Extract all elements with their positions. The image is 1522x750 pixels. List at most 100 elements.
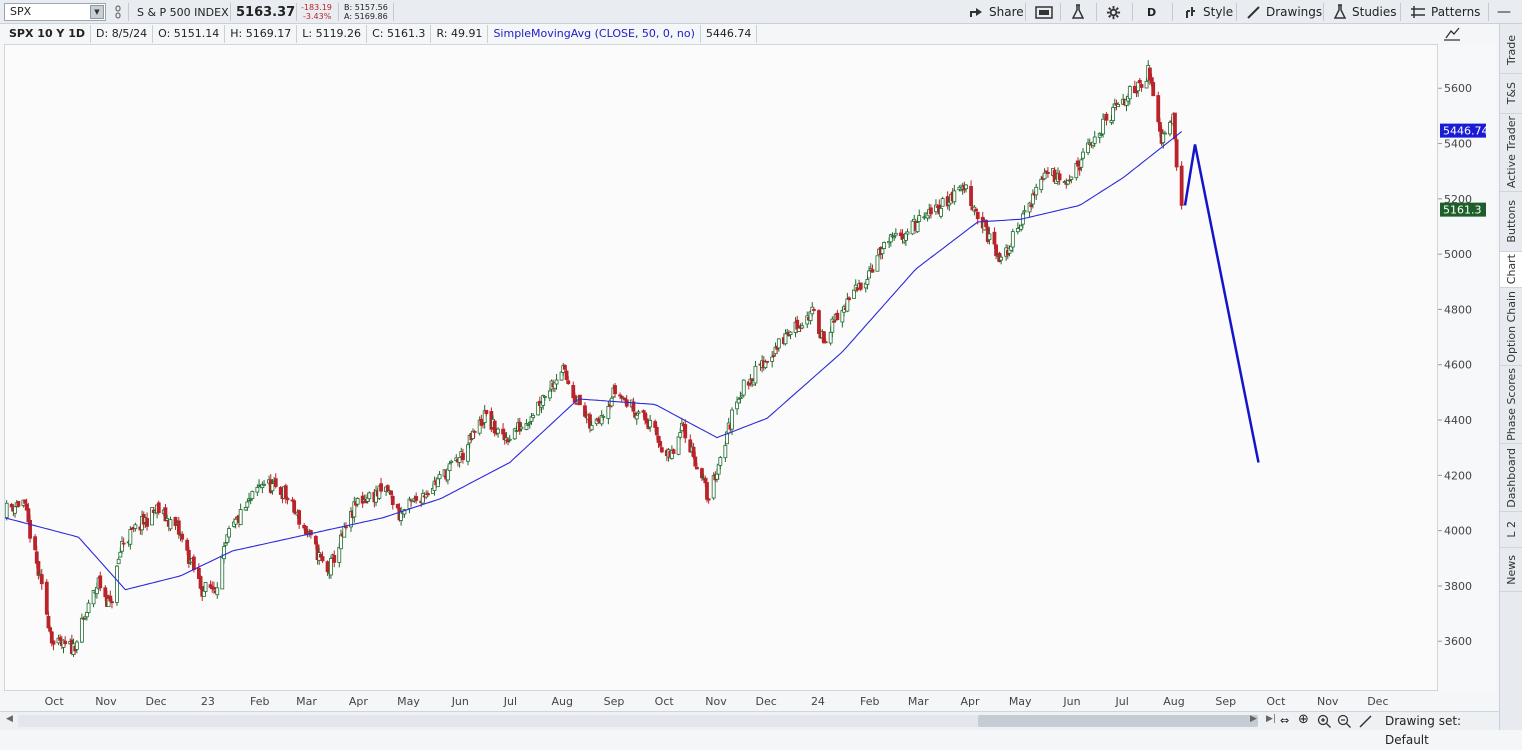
date-tick-label: Feb	[250, 695, 269, 708]
scroll-end-icon[interactable]: ▶|	[1266, 714, 1276, 724]
candle-body	[636, 411, 641, 414]
price-badge	[1440, 202, 1486, 217]
candle-body	[435, 478, 440, 488]
share-button[interactable]: Share	[968, 0, 1024, 24]
bar-date: D: 8/5/24	[91, 25, 154, 43]
candle-body	[1092, 136, 1097, 144]
share-icon	[970, 8, 982, 17]
crosshair-icon[interactable]: ⊕	[1298, 712, 1309, 727]
symbol-dropdown-icon[interactable]: ▼	[90, 5, 104, 19]
candle-body	[481, 422, 485, 425]
scroll-left-icon[interactable]: ◀	[6, 714, 13, 724]
candle-body	[867, 270, 871, 279]
trendline-drawing	[1183, 144, 1260, 463]
patterns-button[interactable]: Patterns	[1410, 0, 1480, 24]
candle-body	[671, 449, 676, 454]
chart-canvas[interactable]	[5, 45, 1439, 692]
price-tick-label: 3600	[1444, 635, 1472, 648]
minimize-icon[interactable]: —	[1497, 4, 1511, 20]
candle-body	[1015, 228, 1020, 233]
bar-range: R: 49.91	[431, 25, 489, 43]
drawing-set-label[interactable]: Drawing set: Default	[1385, 714, 1462, 747]
time-scrollbar[interactable]	[18, 715, 1258, 727]
sidebar-tab-l-2[interactable]: L 2	[1500, 512, 1522, 548]
candle-body	[437, 474, 442, 480]
sidebar-tab-dashboard[interactable]: Dashboard	[1500, 444, 1522, 512]
candle-body	[402, 509, 407, 515]
candle-body	[822, 331, 826, 344]
price-chart[interactable]	[4, 44, 1438, 691]
scroll-right-icon[interactable]: ▶	[1250, 714, 1257, 724]
candle-body	[574, 402, 579, 405]
sidebar-tab-t-s[interactable]: T&S	[1500, 74, 1522, 114]
candle-body	[865, 279, 870, 285]
candle-body	[133, 524, 138, 529]
bar-close: C: 5161.3	[367, 25, 432, 43]
axis-settings-icon[interactable]	[1442, 26, 1462, 42]
sidebar-tab-option-chain[interactable]: Option Chain	[1500, 288, 1522, 366]
candle-body	[1136, 81, 1141, 92]
studies-button[interactable]: Studies	[1333, 0, 1397, 24]
candle-body	[283, 485, 288, 499]
sidebar-tab-label: T&S	[1504, 82, 1518, 105]
candle-body	[715, 473, 719, 480]
candle-body	[150, 507, 154, 526]
candle-body	[870, 269, 875, 273]
candle-body	[830, 318, 835, 333]
settings-gear-icon[interactable]	[1106, 0, 1121, 24]
candle-body	[389, 490, 393, 495]
candle-body	[63, 640, 68, 645]
sidebar-tab-active-trader[interactable]: Active Trader	[1500, 114, 1522, 192]
chart-title[interactable]: SPX 10 Y 1D	[4, 25, 92, 43]
sidebar-tab-phase-scores[interactable]: Phase Scores	[1500, 366, 1522, 444]
expand-icon[interactable]: ⇔	[1280, 714, 1290, 727]
date-tick-label: Mar	[296, 695, 317, 708]
drawing-tool-icon[interactable]	[1358, 714, 1373, 729]
sidebar-tab-trade[interactable]: Trade	[1500, 28, 1522, 74]
zoom-in-icon[interactable]	[1317, 714, 1332, 729]
date-axis[interactable]: Oct Nov Dec 23 Feb Mar Apr May Jun Jul Aug Sep Oct No…	[4, 691, 1438, 711]
candle-body	[203, 582, 208, 592]
flexible-grid-icon[interactable]	[1035, 0, 1053, 24]
style-icon	[1186, 7, 1195, 18]
candle-body	[693, 456, 698, 467]
candle-body	[507, 438, 512, 441]
candle-body	[1081, 151, 1085, 159]
candle-body	[28, 519, 32, 539]
candle-body	[800, 325, 805, 329]
candle-body	[13, 506, 17, 514]
candle-body	[1019, 225, 1024, 230]
candle-body	[706, 498, 711, 501]
right-sidebar: Trade T&S Active Trader Buttons Chart Option …	[1499, 24, 1522, 730]
flask-icon[interactable]	[1071, 0, 1085, 24]
candle-body	[292, 500, 297, 513]
price-tick-label: 5600	[1444, 82, 1472, 95]
scrollbar-thumb[interactable]	[978, 715, 1258, 727]
symbol-input[interactable]: SPX ▼	[4, 3, 106, 21]
candle-body	[414, 496, 419, 501]
candle-body	[952, 190, 957, 203]
study-label[interactable]: SimpleMovingAvg (CLOSE, 50, 0, no)	[488, 25, 701, 43]
candle-body	[425, 493, 430, 496]
sidebar-tab-news[interactable]: News	[1500, 548, 1522, 592]
date-tick-label: Nov	[705, 695, 727, 708]
sidebar-tab-label: Chart	[1504, 254, 1518, 285]
drawings-button[interactable]: Drawings	[1247, 0, 1322, 24]
candle-body	[461, 452, 465, 460]
aggregation-button[interactable]: D	[1147, 5, 1157, 19]
sidebar-tab-chart[interactable]: Chart	[1500, 252, 1522, 288]
candle-body	[1127, 86, 1132, 100]
candle-body	[939, 207, 943, 217]
price-axis[interactable]: 3600 3800 4000 4200 4400 4600 4800 5000 5200 5400…	[1438, 44, 1496, 691]
price-tick-label: 5000	[1444, 248, 1472, 261]
price-tick-label: 4400	[1444, 414, 1472, 427]
candle-body	[893, 232, 898, 236]
candle-body	[563, 365, 567, 370]
candle-body	[512, 428, 517, 440]
sidebar-tab-buttons[interactable]: Buttons	[1500, 192, 1522, 252]
style-button[interactable]: Style	[1184, 0, 1233, 24]
zoom-out-icon[interactable]	[1337, 714, 1352, 729]
link-icon[interactable]	[113, 0, 123, 24]
candle-body	[466, 444, 470, 462]
candle-body	[654, 427, 659, 436]
